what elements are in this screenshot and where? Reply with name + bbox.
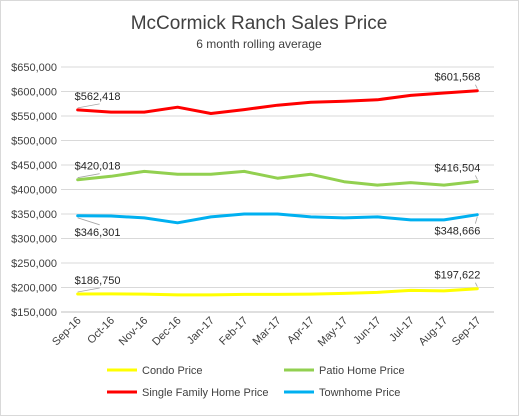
x-tick-label: Oct-16 — [85, 315, 117, 347]
data-label-leader — [474, 175, 478, 180]
data-label-leader — [77, 173, 100, 179]
data-label-leader — [474, 84, 478, 89]
y-tick-label: $150,000 — [11, 307, 57, 319]
data-label-leader — [474, 216, 478, 224]
data-label: $348,666 — [434, 226, 480, 238]
data-label: $416,504 — [434, 162, 480, 174]
x-tick-label: Dec-16 — [150, 315, 184, 349]
x-tick-label: Jan-17 — [185, 315, 217, 347]
data-label: $197,622 — [434, 270, 480, 282]
legend-label: Condo Price — [142, 365, 203, 377]
y-axis: $150,000 $200,000 $250,000 $300,000 $350,000… — [11, 62, 57, 319]
data-labels: $186,750 $197,622 $420,018 $416,504 $562,418… — [75, 72, 480, 293]
legend-label: Single Family Home Price — [142, 387, 269, 399]
x-tick-label: May-17 — [316, 315, 350, 349]
y-tick-label: $200,000 — [11, 283, 57, 295]
y-tick-label: $600,000 — [11, 87, 57, 99]
y-tick-label: $350,000 — [11, 209, 57, 221]
plot-series — [76, 89, 479, 297]
y-tick-label: $400,000 — [11, 185, 57, 197]
y-tick-label: $500,000 — [11, 136, 57, 148]
data-label: $186,750 — [75, 275, 121, 287]
y-tick-label: $650,000 — [11, 62, 57, 74]
series-line — [76, 287, 479, 297]
y-tick-label: $300,000 — [11, 234, 57, 246]
x-tick-label: Jul-17 — [387, 315, 417, 345]
x-tick-label: Apr-17 — [285, 315, 317, 347]
x-tick-label: Jun-17 — [351, 315, 383, 347]
data-label-leader — [77, 287, 100, 293]
y-tick-label: $450,000 — [11, 160, 57, 172]
y-tick-label: $250,000 — [11, 258, 57, 270]
data-label: $420,018 — [75, 161, 121, 173]
x-tick-label: Sep-16 — [50, 315, 84, 349]
series-line — [76, 212, 479, 225]
data-label: $601,568 — [434, 72, 480, 84]
x-tick-label: Mar-17 — [250, 315, 283, 348]
series-line — [76, 89, 479, 115]
x-tick-label: Feb-17 — [217, 315, 250, 348]
legend: Condo Price Patio Home Price Single Family… — [107, 365, 405, 399]
data-label-leader — [474, 282, 478, 287]
data-label: $346,301 — [75, 227, 121, 239]
series-line — [76, 169, 479, 187]
data-label-leader — [77, 217, 100, 226]
chart-title: McCormick Ranch Sales Price — [131, 13, 388, 34]
x-axis: Sep-16 Oct-16 Nov-16 Dec-16 Jan-17 Feb-17 Mar-… — [50, 311, 494, 349]
y-tick-label: $550,000 — [11, 111, 57, 123]
data-label: $562,418 — [75, 91, 121, 103]
legend-label: Patio Home Price — [319, 365, 405, 377]
x-tick-label: Nov-16 — [117, 315, 151, 349]
legend-label: Townhome Price — [319, 387, 400, 399]
x-tick-label: Aug-17 — [417, 315, 451, 349]
data-label-leader — [77, 103, 100, 109]
x-tick-label: Sep-17 — [450, 315, 484, 349]
chart-subtitle: 6 month rolling average — [196, 37, 322, 51]
